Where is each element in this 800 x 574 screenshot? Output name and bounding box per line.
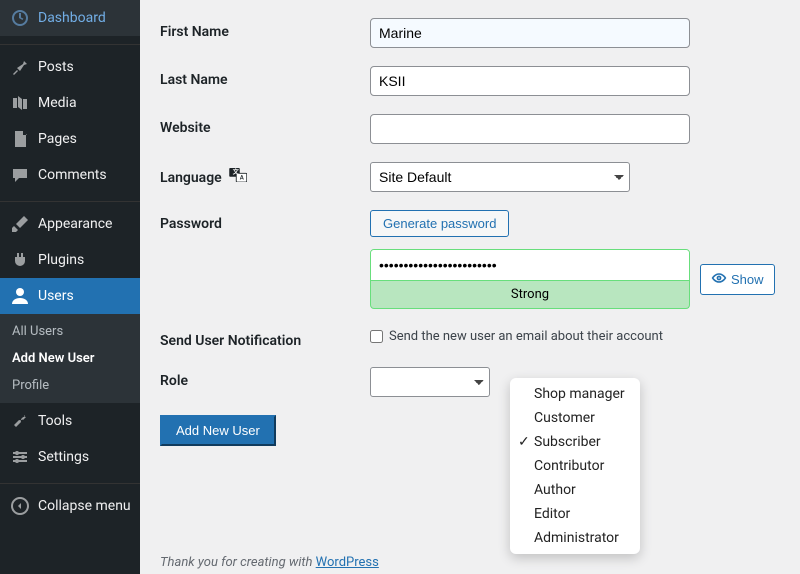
role-option-shop-manager[interactable]: Shop manager <box>510 382 640 406</box>
sidebar-label: Settings <box>38 449 89 465</box>
sidebar-item-appearance[interactable]: Appearance <box>0 206 140 242</box>
media-icon <box>10 93 30 113</box>
sidebar-item-users[interactable]: Users <box>0 278 140 314</box>
sidebar-label: Plugins <box>38 252 84 268</box>
sidebar-item-plugins[interactable]: Plugins <box>0 242 140 278</box>
password-input[interactable] <box>371 250 689 280</box>
sidebar-item-tools[interactable]: Tools <box>0 403 140 439</box>
notification-label: Send User Notification <box>160 327 370 349</box>
comments-icon <box>10 165 30 185</box>
translate-icon: 文A <box>229 168 247 182</box>
website-label: Website <box>160 114 370 136</box>
pages-icon <box>10 129 30 149</box>
admin-sidebar: Dashboard Posts Media Pages Comments App… <box>0 0 140 574</box>
sidebar-label: Comments <box>38 167 107 183</box>
role-option-subscriber[interactable]: Subscriber <box>510 430 640 454</box>
role-select[interactable] <box>370 367 490 397</box>
submenu-all-users[interactable]: All Users <box>0 318 140 345</box>
sidebar-label: Users <box>38 288 74 304</box>
user-icon <box>10 286 30 306</box>
sidebar-collapse[interactable]: Collapse menu <box>0 488 140 524</box>
password-label: Password <box>160 210 370 232</box>
eye-icon <box>711 270 727 289</box>
role-option-author[interactable]: Author <box>510 478 640 502</box>
language-select[interactable]: Site Default <box>370 162 630 192</box>
last-name-input[interactable] <box>370 66 690 96</box>
wrench-icon <box>10 411 30 431</box>
sidebar-label: Media <box>38 95 77 111</box>
password-strength: Strong <box>370 281 690 309</box>
submenu-add-new-user[interactable]: Add New User <box>0 345 140 372</box>
sidebar-item-settings[interactable]: Settings <box>0 439 140 475</box>
sidebar-label: Appearance <box>38 216 112 232</box>
sidebar-item-comments[interactable]: Comments <box>0 157 140 193</box>
sidebar-label: Tools <box>38 413 72 429</box>
first-name-label: First Name <box>160 18 370 40</box>
sidebar-label: Pages <box>38 131 77 147</box>
pin-icon <box>10 57 30 77</box>
sidebar-label: Collapse menu <box>38 498 131 514</box>
settings-icon <box>10 447 30 467</box>
add-new-user-button[interactable]: Add New User <box>160 415 276 446</box>
sidebar-item-media[interactable]: Media <box>0 85 140 121</box>
sidebar-item-posts[interactable]: Posts <box>0 49 140 85</box>
sidebar-label: Dashboard <box>38 10 106 26</box>
language-label: Language 文A <box>160 162 370 186</box>
submenu-profile[interactable]: Profile <box>0 372 140 399</box>
website-input[interactable] <box>370 114 690 144</box>
users-submenu: All Users Add New User Profile <box>0 314 140 403</box>
sidebar-label: Posts <box>38 59 74 75</box>
sidebar-item-pages[interactable]: Pages <box>0 121 140 157</box>
last-name-label: Last Name <box>160 66 370 88</box>
notification-checkbox[interactable] <box>370 330 383 343</box>
role-dropdown: Shop manager Customer Subscriber Contrib… <box>510 378 640 554</box>
generate-password-button[interactable]: Generate password <box>370 210 509 237</box>
dashboard-icon <box>10 8 30 28</box>
main-content: First Name Last Name Website Language 文A… <box>140 0 800 574</box>
sidebar-item-dashboard[interactable]: Dashboard <box>0 0 140 36</box>
show-password-button[interactable]: Show <box>700 264 775 295</box>
notification-description: Send the new user an email about their a… <box>389 329 663 344</box>
role-option-contributor[interactable]: Contributor <box>510 454 640 478</box>
footer-text: Thank you for creating with WordPress <box>160 555 379 570</box>
plug-icon <box>10 250 30 270</box>
role-option-administrator[interactable]: Administrator <box>510 526 640 550</box>
brush-icon <box>10 214 30 234</box>
collapse-icon <box>10 496 30 516</box>
role-option-customer[interactable]: Customer <box>510 406 640 430</box>
first-name-input[interactable] <box>370 18 690 48</box>
role-option-editor[interactable]: Editor <box>510 502 640 526</box>
role-label: Role <box>160 367 370 389</box>
svg-text:文: 文 <box>233 168 240 176</box>
footer-link[interactable]: WordPress <box>316 555 379 570</box>
